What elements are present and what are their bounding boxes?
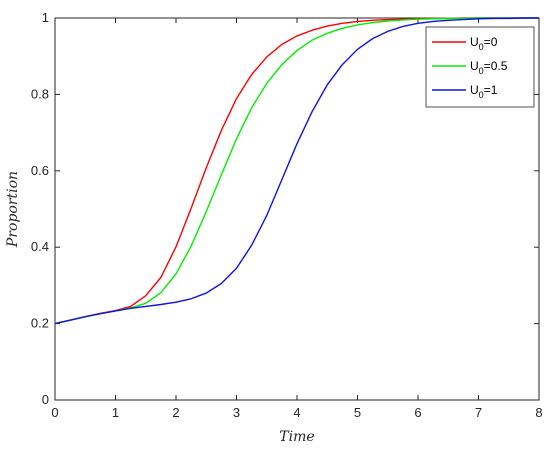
- series-line-1: [54, 17, 539, 325]
- series-lines: [54, 17, 539, 325]
- y-tick-label: 1: [42, 10, 49, 25]
- y-tick-label: 0.8: [31, 86, 49, 101]
- x-tick-label: 4: [293, 405, 300, 420]
- legend-label-2: U0=1: [470, 83, 498, 100]
- legend-label-suffix: =0.5: [484, 59, 508, 73]
- x-tick-label: 2: [172, 405, 179, 420]
- y-axis-label: Proportion: [5, 171, 21, 248]
- x-tick-label: 3: [233, 405, 240, 420]
- y-tick-label: 0: [42, 392, 49, 407]
- legend-box: [425, 26, 535, 108]
- legend-label-main: U: [470, 59, 479, 73]
- legend-label-0: U0=0: [470, 35, 498, 52]
- series-line-2: [54, 17, 539, 325]
- y-tick-label: 0.4: [31, 239, 49, 254]
- legend-label-1: U0=0.5: [470, 59, 508, 76]
- legend-items: U0=0U0=0.5U0=1: [432, 35, 508, 100]
- legend: U0=0U0=0.5U0=1: [425, 26, 535, 108]
- x-tick-label: 1: [112, 405, 119, 420]
- legend-label-suffix: =1: [484, 83, 498, 97]
- legend-label-sub: 0: [479, 90, 484, 100]
- y-tick-label: 0.2: [31, 316, 49, 331]
- legend-label-main: U: [470, 35, 479, 49]
- legend-label-sub: 0: [479, 42, 484, 52]
- x-tick-label: 6: [414, 405, 421, 420]
- legend-label-suffix: =0: [484, 35, 498, 49]
- x-axis-label: Time: [279, 429, 314, 445]
- legend-label-sub: 0: [479, 66, 484, 76]
- legend-label-main: U: [470, 83, 479, 97]
- x-tick-label: 5: [354, 405, 361, 420]
- x-tick-label: 7: [475, 405, 482, 420]
- axis-ticks: 0 1 2 3 4 5 6 7 8 0 0.2 0.4 0.6 0.8 1: [31, 10, 543, 420]
- x-tick-label: 0: [51, 405, 58, 420]
- x-tick-label: 8: [535, 405, 542, 420]
- y-tick-label: 0.6: [31, 163, 49, 178]
